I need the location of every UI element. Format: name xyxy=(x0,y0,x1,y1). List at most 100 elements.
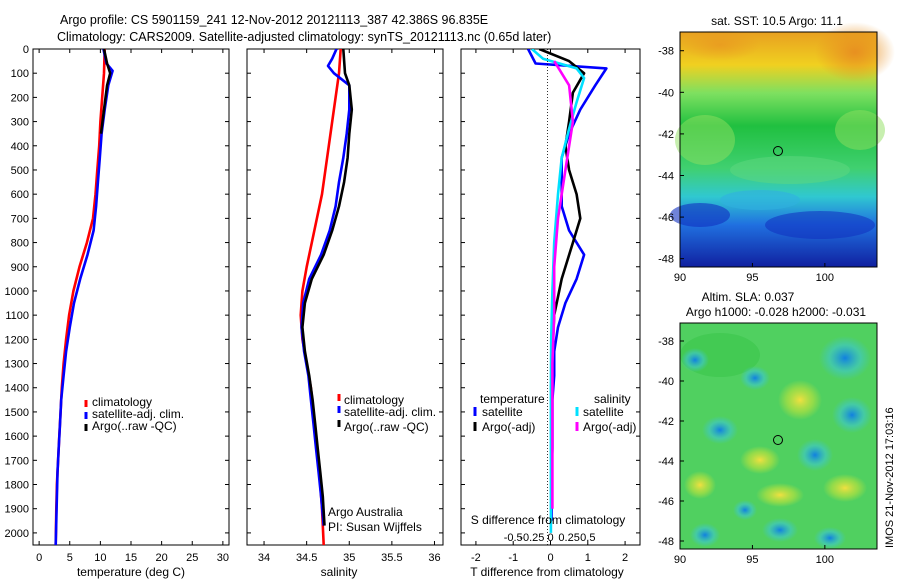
argo-australia-label: Argo Australia xyxy=(328,505,403,519)
legend-salinity-argo: Argo(-adj) xyxy=(583,420,636,434)
header-line-1: Argo profile: CS 5901159_241 12-Nov-2012… xyxy=(60,13,488,27)
difference-top-label: S difference from climatology xyxy=(471,513,626,527)
legend-title-temperature: temperature xyxy=(480,392,545,406)
sst-map xyxy=(670,22,895,267)
header-line-2: Climatology: CARS2009. Satellite-adjuste… xyxy=(57,30,551,44)
map-y-tick-label: -48 xyxy=(658,536,674,548)
x-tick-label: 35.5 xyxy=(381,552,402,564)
y-tick-label: 1400 xyxy=(5,383,29,395)
temperature-legend-climatology: climatology xyxy=(92,395,152,409)
y-tick-label: 500 xyxy=(11,165,29,177)
x-tick-label: 0 xyxy=(36,552,42,564)
legend-salinity-satellite: satellite xyxy=(583,405,624,419)
y-tick-label: 700 xyxy=(11,213,29,225)
x-tick-label: 15 xyxy=(125,552,137,564)
salinity-legend-satellite: satellite-adj. clim. xyxy=(344,405,436,419)
sla-map xyxy=(680,323,877,549)
sla-map-title-1: Altim. SLA: 0.037 xyxy=(702,290,795,304)
y-tick-label: 600 xyxy=(11,189,29,201)
imos-watermark: IMOS 21-Nov-2012 17:03:16 xyxy=(884,407,896,548)
salinity-panel-frame xyxy=(246,48,444,546)
salinity-legend-argo: Argo(..raw -QC) xyxy=(344,420,429,434)
sst-argo-marker xyxy=(773,146,783,156)
pi-name-label: PI: Susan Wijffels xyxy=(328,520,422,534)
map-x-tick-label: 90 xyxy=(674,554,686,566)
series-line-magenta xyxy=(551,60,575,509)
map-y-tick-label: -38 xyxy=(658,336,674,348)
y-tick-label: 900 xyxy=(11,262,29,274)
x-tick-label: -2 xyxy=(471,552,481,564)
y-tick-label: 1000 xyxy=(5,286,29,298)
temperature-legend: climatology satellite-adj. clim. Argo(..… xyxy=(84,395,184,433)
difference-xlabel: T difference from climatology xyxy=(470,565,624,579)
series-line-black xyxy=(99,49,112,134)
x-tick-label: 0 xyxy=(547,552,553,564)
x-tick-label: 2 xyxy=(622,552,628,564)
y-tick-label: 2000 xyxy=(5,528,29,540)
y-tick-label: 100 xyxy=(11,68,29,80)
y-tick-label: 300 xyxy=(11,117,29,129)
map-x-tick-label: 100 xyxy=(816,554,834,566)
temperature-legend-satellite: satellite-adj. clim. xyxy=(92,407,184,421)
temperature-legend-argo: Argo(..raw -QC) xyxy=(92,419,177,433)
series-line-blue xyxy=(526,49,608,521)
x-tick-label: 35 xyxy=(343,552,355,564)
map-y-tick-label: -46 xyxy=(658,496,674,508)
series-line-cyan xyxy=(531,49,586,533)
temperature-xlabel: temperature (deg C) xyxy=(77,565,185,579)
y-tick-label: 1600 xyxy=(5,431,29,443)
map-y-tick-label: -40 xyxy=(658,376,674,388)
y-tick-label: 800 xyxy=(11,238,29,250)
legend-title-salinity: salinity xyxy=(594,392,631,406)
x-tick-label: 5 xyxy=(67,552,73,564)
x-tick-label: -1 xyxy=(508,552,518,564)
series-line-black xyxy=(301,49,354,526)
y-tick-label: 1100 xyxy=(5,310,29,322)
x-tick-label: 20 xyxy=(156,552,168,564)
map-x-tick-label: 95 xyxy=(746,554,758,566)
s-tick-label: 0.25 xyxy=(558,532,579,544)
x-tick-label: 34 xyxy=(258,552,270,564)
x-tick-label: 34.5 xyxy=(296,552,317,564)
sst-map-frame xyxy=(679,31,878,268)
map-y-tick-label: -46 xyxy=(658,212,674,224)
x-tick-label: 36 xyxy=(428,552,440,564)
sla-map-title-2: Argo h1000: -0.028 h2000: -0.031 xyxy=(686,305,866,319)
y-tick-label: 400 xyxy=(11,141,29,153)
map-x-tick-label: 95 xyxy=(746,272,758,284)
s-tick-label: -0.5 xyxy=(504,532,523,544)
map-y-tick-label: -44 xyxy=(658,456,674,468)
series-line-blue xyxy=(54,49,114,545)
y-tick-label: 0 xyxy=(23,44,29,56)
series-line-blue xyxy=(300,49,351,526)
y-tick-label: 1300 xyxy=(5,359,29,371)
x-tick-label: 25 xyxy=(186,552,198,564)
y-tick-label: 1700 xyxy=(5,455,29,467)
y-tick-label: 1900 xyxy=(5,504,29,516)
sst-map-title: sat. SST: 10.5 Argo: 11.1 xyxy=(711,14,843,28)
s-tick-label: 0 xyxy=(547,532,553,544)
y-tick-label: 1500 xyxy=(5,407,29,419)
map-y-tick-label: -42 xyxy=(658,416,674,428)
series-line-red xyxy=(54,49,106,545)
salinity-legend-climatology: climatology xyxy=(344,393,404,407)
x-tick-label: 1 xyxy=(585,552,591,564)
y-tick-label: 1800 xyxy=(5,480,29,492)
y-tick-label: 200 xyxy=(11,92,29,104)
salinity-legend: climatology satellite-adj. clim. Argo(..… xyxy=(337,393,436,434)
x-tick-label: 10 xyxy=(94,552,106,564)
x-tick-label: 30 xyxy=(217,552,229,564)
map-y-tick-label: -48 xyxy=(658,254,674,266)
map-x-tick-label: 100 xyxy=(816,272,834,284)
s-tick-label: 0.5 xyxy=(580,532,595,544)
temperature-panel-frame xyxy=(32,48,230,546)
y-tick-label: 1200 xyxy=(5,334,29,346)
sla-map-frame xyxy=(679,322,878,550)
salinity-xlabel: salinity xyxy=(321,565,358,579)
s-tick-label: -0.25 xyxy=(519,532,544,544)
map-y-tick-label: -40 xyxy=(658,87,674,99)
map-x-tick-label: 90 xyxy=(674,272,686,284)
sla-argo-marker xyxy=(773,435,783,445)
legend-temperature-argo: Argo(-adj) xyxy=(482,420,535,434)
